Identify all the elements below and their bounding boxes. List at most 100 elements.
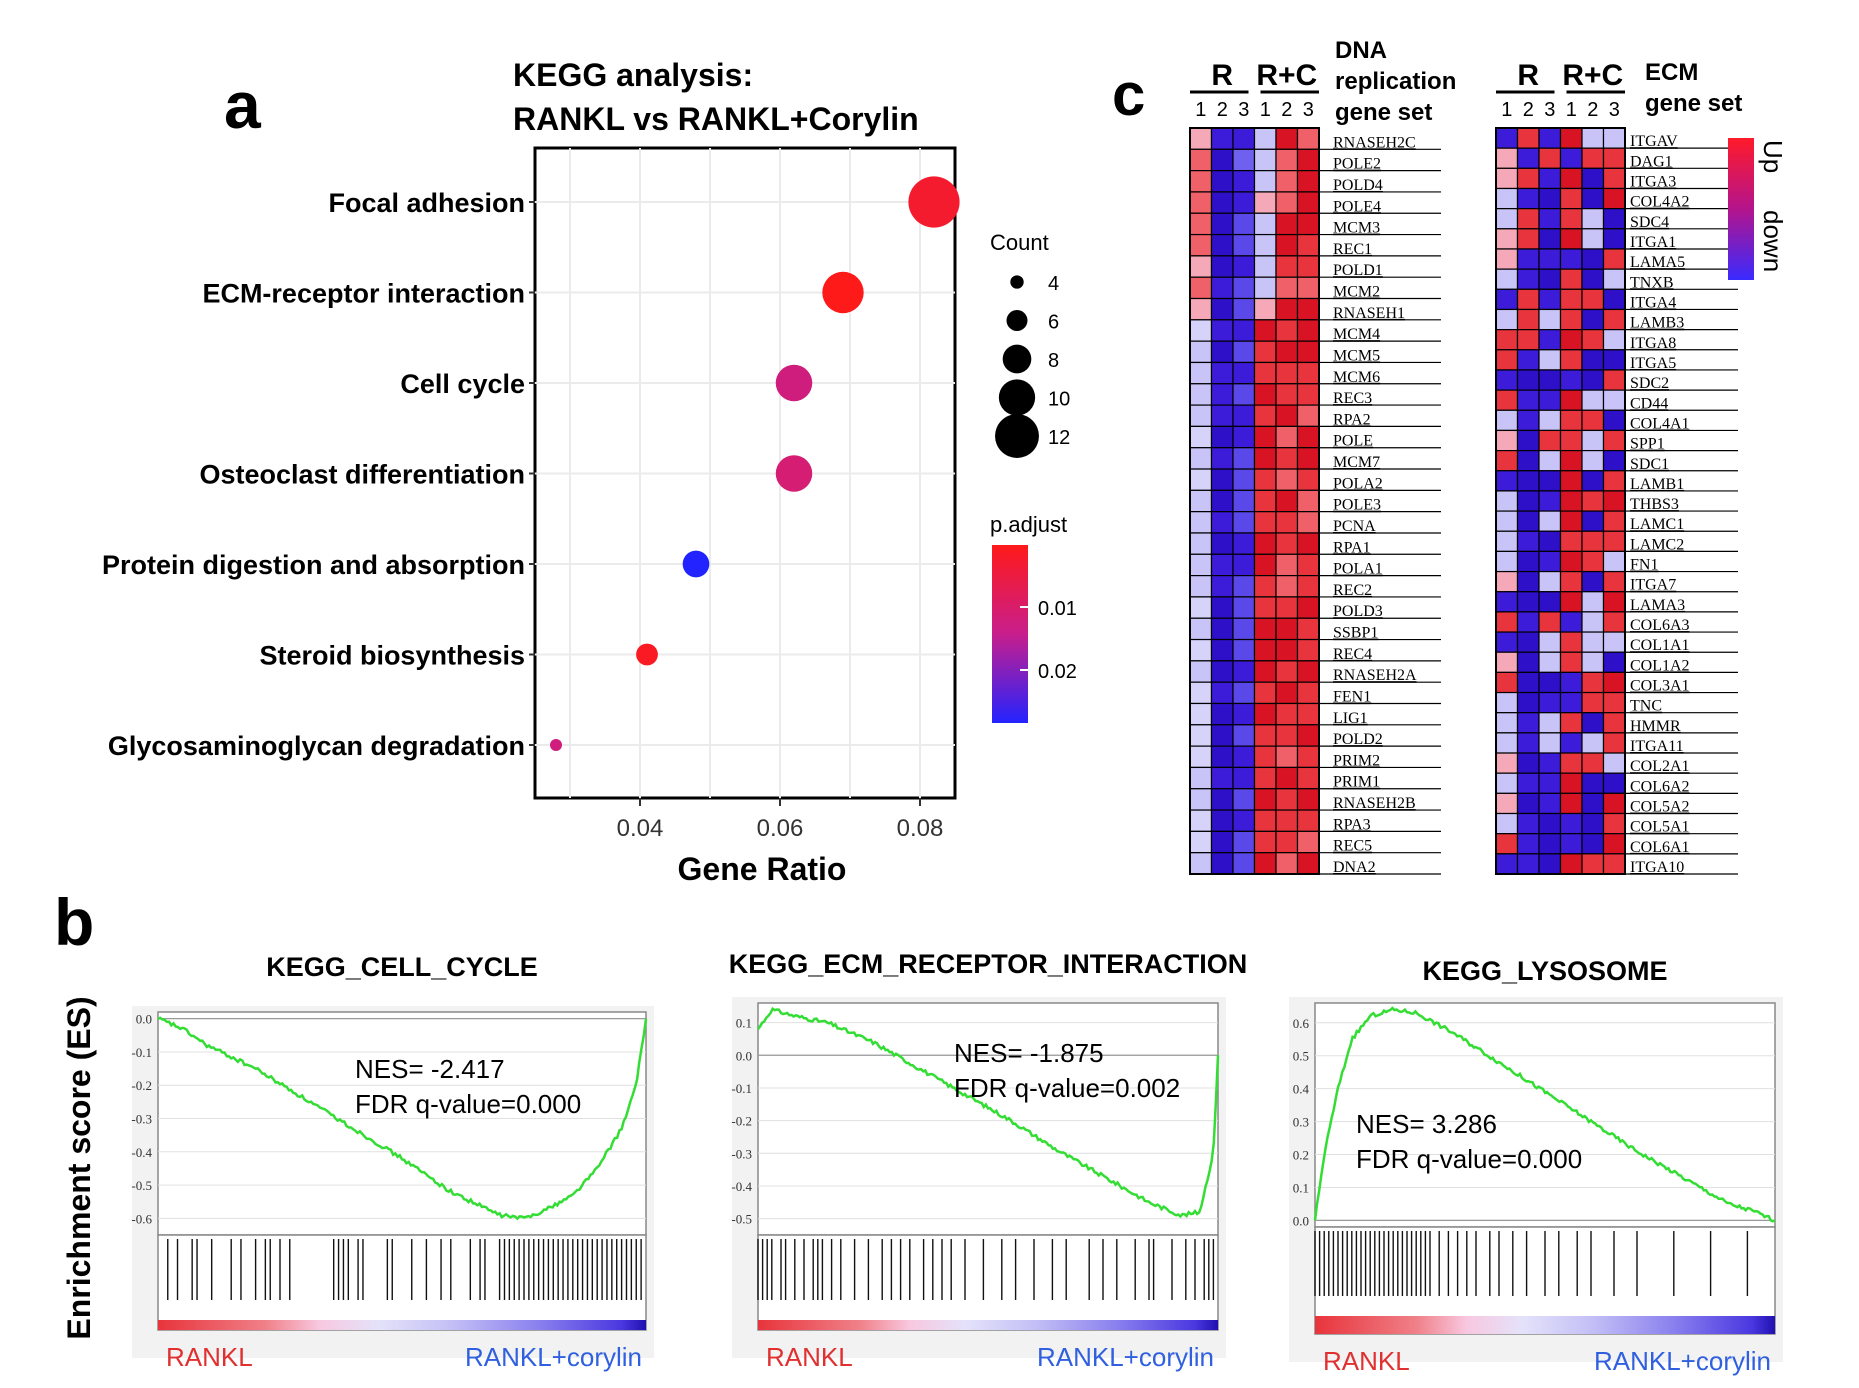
heat-cell [1581, 268, 1605, 290]
heat-cell [1581, 611, 1605, 633]
heat-cell [1516, 248, 1540, 270]
heat-cell [1559, 752, 1583, 774]
heat-cell [1538, 611, 1562, 633]
heat-cell [1232, 276, 1256, 300]
heat-cell [1495, 853, 1519, 875]
heat-cell [1189, 788, 1213, 811]
heat-cell [1253, 383, 1277, 406]
gsea-right-label: RANKL+corylin [1594, 1346, 1771, 1376]
heat-cell [1559, 490, 1583, 512]
replicate-label: 3 [1544, 99, 1555, 121]
heat-cell [1296, 191, 1320, 214]
heat-cell [1495, 389, 1519, 411]
heat-cell [1516, 631, 1540, 653]
heat-cell [1210, 297, 1234, 321]
gsea-right-label: RANKL+corylin [1037, 1342, 1214, 1372]
heat-cell [1538, 369, 1562, 391]
heat-cell [1559, 732, 1583, 754]
heat-cell [1232, 340, 1256, 364]
heat-cell [1232, 361, 1256, 385]
heat-cell [1210, 127, 1234, 150]
heat-cell [1232, 830, 1256, 854]
heat-cell [1538, 812, 1562, 835]
heat-cell [1253, 596, 1277, 619]
gene-label: POLD4 [1333, 177, 1383, 194]
heat-cell [1559, 389, 1583, 411]
heat-cell [1275, 297, 1299, 321]
dotplot-rows: Focal adhesion ECM-receptor interaction Ce… [102, 176, 960, 761]
heat-cell [1559, 470, 1583, 492]
gene-label: REC3 [1333, 390, 1372, 407]
heat-cell [1296, 702, 1320, 726]
heat-cell [1559, 329, 1583, 351]
heat-cell [1296, 383, 1320, 406]
gene-label: SDC4 [1630, 214, 1669, 231]
heat-cell [1516, 752, 1540, 774]
heat-cell [1210, 148, 1234, 172]
heat-cell [1495, 268, 1519, 290]
heat-cell [1538, 389, 1562, 411]
gene-label: FN1 [1630, 557, 1658, 574]
heat-cell [1296, 660, 1320, 683]
heat-cell [1559, 429, 1583, 452]
heat-cell [1232, 170, 1256, 193]
replicate-label: 2 [1281, 99, 1292, 121]
heat-cell [1602, 651, 1626, 673]
heat-cell [1253, 788, 1277, 811]
heat-cell [1189, 511, 1213, 534]
heat-cell [1602, 187, 1626, 210]
heat-cell [1602, 167, 1626, 190]
gene-label: DAG1 [1630, 153, 1673, 170]
gene-label: RPA3 [1333, 816, 1371, 833]
heat-cell [1210, 745, 1234, 769]
heat-cell [1602, 833, 1626, 855]
heat-cell [1210, 532, 1234, 555]
heat-cell [1189, 404, 1213, 428]
heat-cell [1559, 187, 1583, 210]
gsea-rank-bar [1315, 1316, 1775, 1334]
heat-cell [1495, 409, 1519, 432]
heat-cell [1189, 425, 1213, 449]
gene-label: COL2A1 [1630, 758, 1690, 775]
count-legend-label-0: 4 [1048, 273, 1059, 295]
heat-cell [1253, 745, 1277, 769]
heat-cell [1296, 511, 1320, 534]
term-label: Osteoclast differentiation [199, 460, 525, 490]
heat-cell [1559, 208, 1583, 230]
heat-cell [1210, 468, 1234, 491]
x-tick-label-2: 0.08 [897, 815, 944, 842]
heat-cell [1581, 772, 1605, 794]
heat-cell [1296, 233, 1320, 257]
heat-cell [1516, 288, 1540, 311]
heat-cell [1232, 638, 1256, 662]
heat-cell [1275, 447, 1299, 470]
heat-cell [1516, 671, 1540, 694]
heat-cell [1189, 766, 1213, 790]
heat-cell [1189, 617, 1213, 641]
heat-cell [1495, 147, 1519, 169]
heat-cell [1253, 148, 1277, 172]
heat-cell [1210, 660, 1234, 683]
updown-colorbar [1728, 138, 1754, 280]
heat-cell [1602, 208, 1626, 230]
gene-label: COL1A1 [1630, 637, 1690, 654]
gsea-plot-lysosome: KEGG_LYSOSOME 0.6 0.5 0.4 0.3 0.2 0.1 0.0 NES= 3… [1289, 956, 1783, 1376]
heat-cell [1559, 449, 1583, 472]
x-tick-label-0: 0.04 [617, 815, 664, 842]
heat-cell [1253, 233, 1277, 257]
heat-cell [1516, 389, 1540, 411]
heat-cell [1538, 570, 1562, 593]
heat-cell [1253, 574, 1277, 598]
gsea-y-tick: 0.1 [736, 1016, 752, 1031]
gsea-y-tick: 0.6 [1293, 1016, 1310, 1031]
heat-cell [1602, 329, 1626, 351]
gsea-left-label: RANKL [1323, 1346, 1410, 1376]
gsea-left-label: RANKL [166, 1342, 253, 1372]
heat-cell [1538, 671, 1562, 694]
heat-cell [1275, 212, 1299, 236]
heat-cell [1538, 591, 1562, 613]
heat-cell [1253, 468, 1277, 491]
heat-cell [1210, 319, 1234, 342]
heat-cell [1296, 809, 1320, 832]
heat-cell [1189, 233, 1213, 257]
